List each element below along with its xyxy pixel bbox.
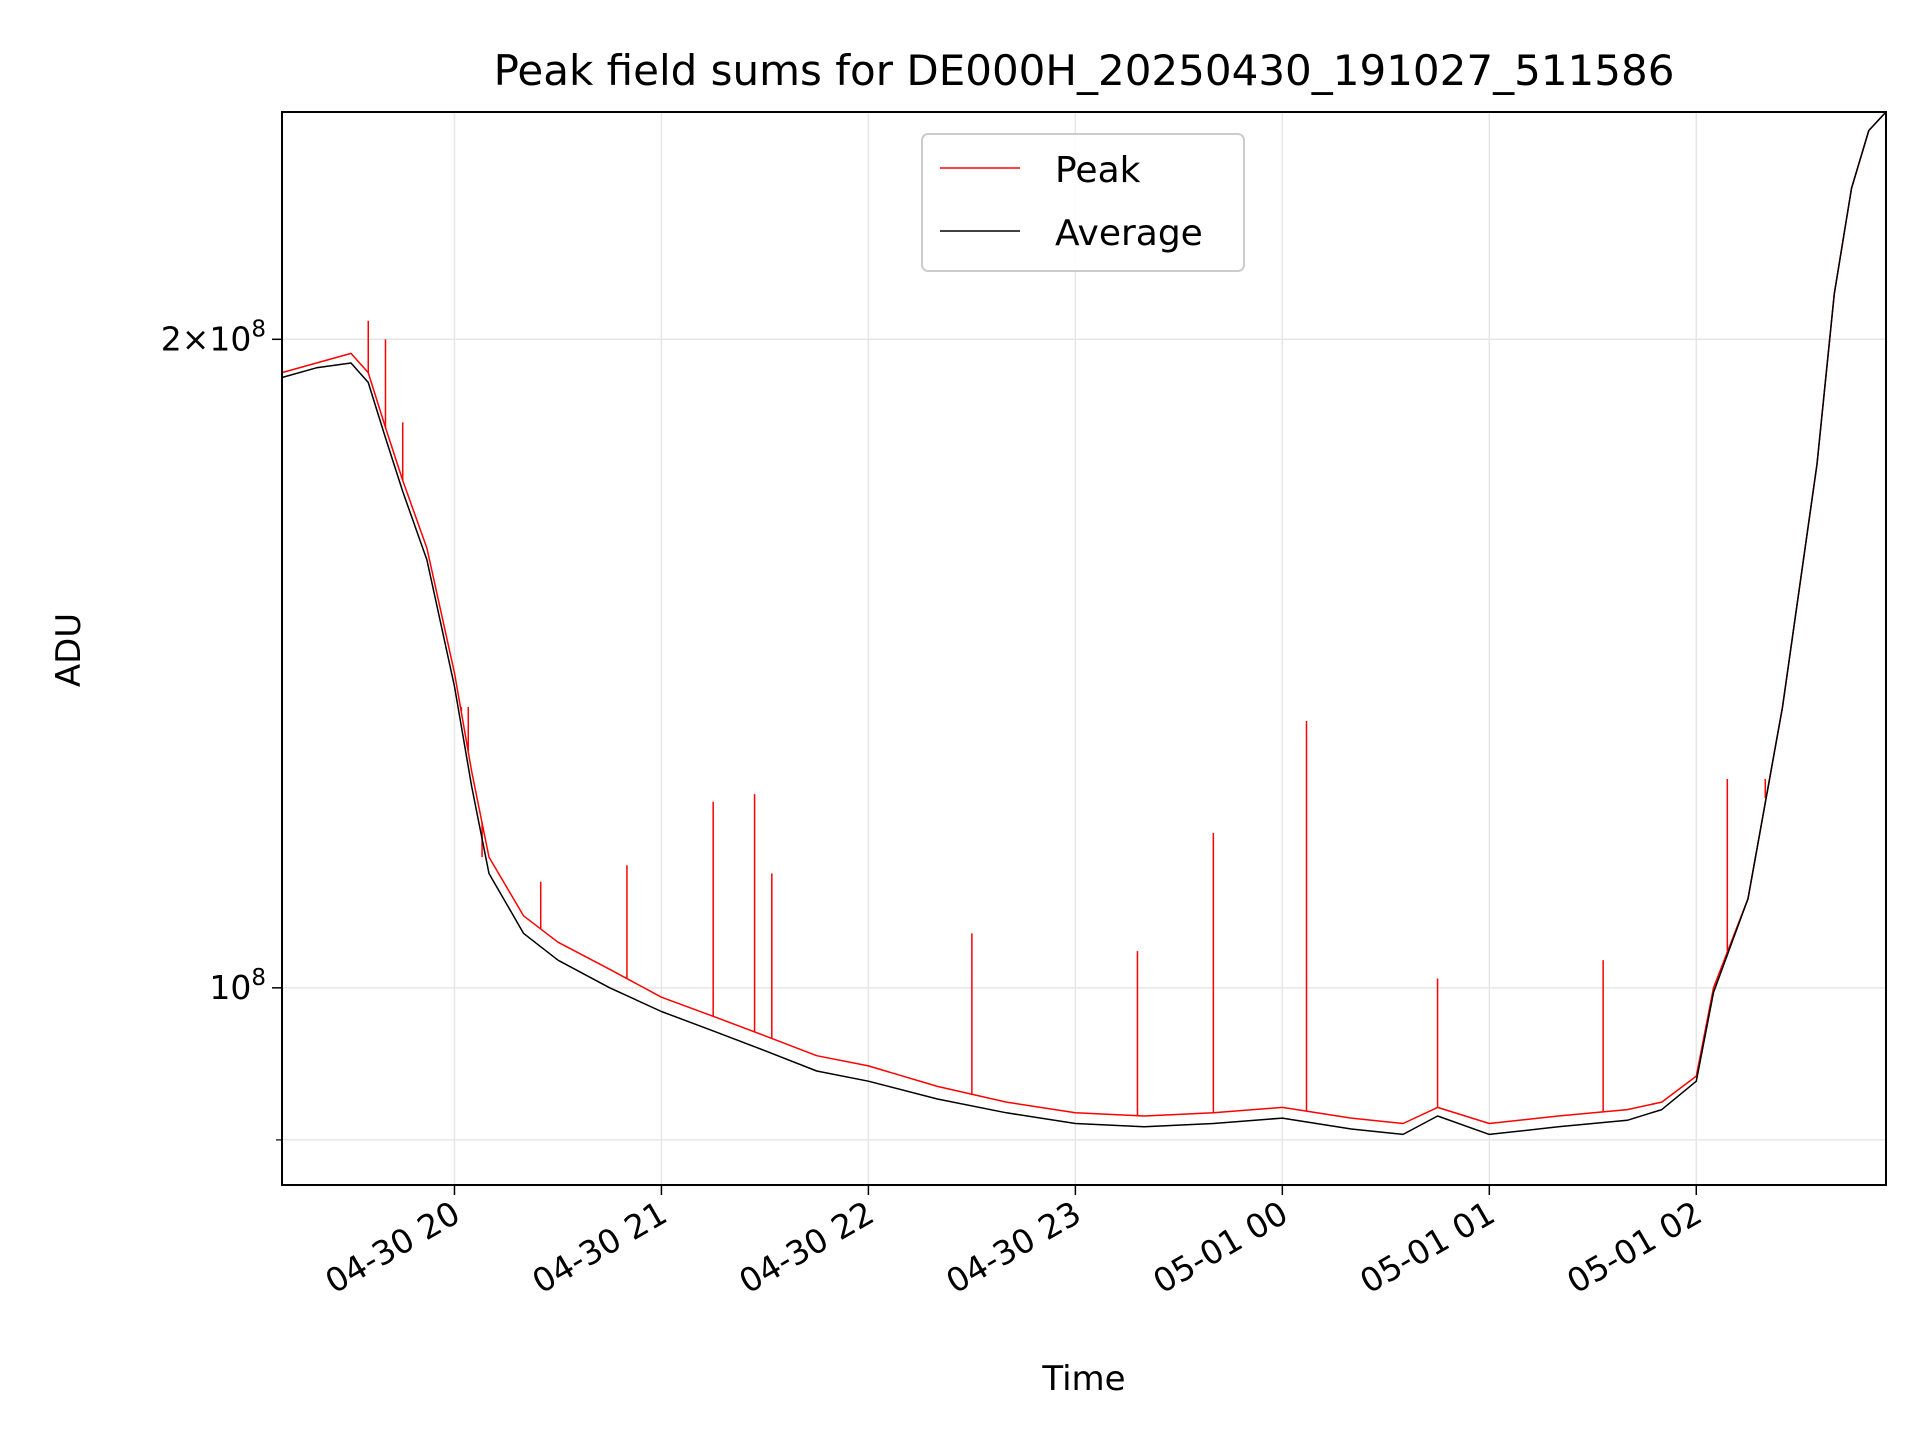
legend: Peak Average [921, 133, 1245, 272]
y-axis-label: ADU [49, 613, 89, 687]
grid [282, 112, 1886, 1185]
legend-label-peak: Peak [1055, 150, 1141, 191]
x-axis-label: Time [1041, 1359, 1125, 1399]
y-ticks: 108 2×108 [161, 316, 282, 1141]
legend-label-average: Average [1055, 213, 1203, 254]
series-line-peak [281, 111, 1887, 1125]
plot-frame [281, 111, 1887, 1186]
series-layer [281, 111, 1887, 1136]
y-tick-label: 108 [209, 965, 266, 1007]
series-line-average [281, 111, 1887, 1136]
y-tick-label: 2×108 [161, 316, 266, 358]
chart-title: Peak field sums for DE000H_20250430_1910… [494, 46, 1675, 95]
